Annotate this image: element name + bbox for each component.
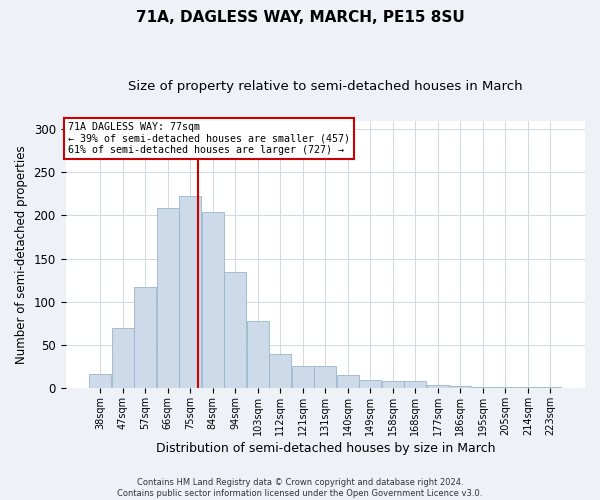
Bar — [247, 320, 269, 388]
Bar — [359, 380, 381, 388]
Bar — [337, 375, 359, 388]
Bar — [517, 387, 539, 388]
Bar — [224, 272, 246, 388]
Bar — [89, 374, 111, 388]
Bar — [157, 208, 179, 388]
Text: 71A, DAGLESS WAY, MARCH, PE15 8SU: 71A, DAGLESS WAY, MARCH, PE15 8SU — [136, 10, 464, 25]
Bar — [314, 366, 336, 388]
Bar — [472, 387, 494, 388]
Bar — [449, 386, 472, 388]
Bar — [494, 387, 517, 388]
Bar — [134, 287, 156, 388]
Bar — [202, 212, 224, 388]
Bar — [427, 386, 449, 388]
Y-axis label: Number of semi-detached properties: Number of semi-detached properties — [15, 145, 28, 364]
Bar — [269, 354, 291, 388]
Bar — [112, 328, 134, 388]
Bar — [292, 366, 314, 388]
Title: Size of property relative to semi-detached houses in March: Size of property relative to semi-detach… — [128, 80, 523, 93]
Bar — [404, 381, 426, 388]
Text: 71A DAGLESS WAY: 77sqm
← 39% of semi-detached houses are smaller (457)
61% of se: 71A DAGLESS WAY: 77sqm ← 39% of semi-det… — [68, 122, 350, 155]
Bar — [539, 387, 562, 388]
Text: Contains HM Land Registry data © Crown copyright and database right 2024.
Contai: Contains HM Land Registry data © Crown c… — [118, 478, 482, 498]
X-axis label: Distribution of semi-detached houses by size in March: Distribution of semi-detached houses by … — [155, 442, 495, 455]
Bar — [382, 381, 404, 388]
Bar — [179, 196, 201, 388]
